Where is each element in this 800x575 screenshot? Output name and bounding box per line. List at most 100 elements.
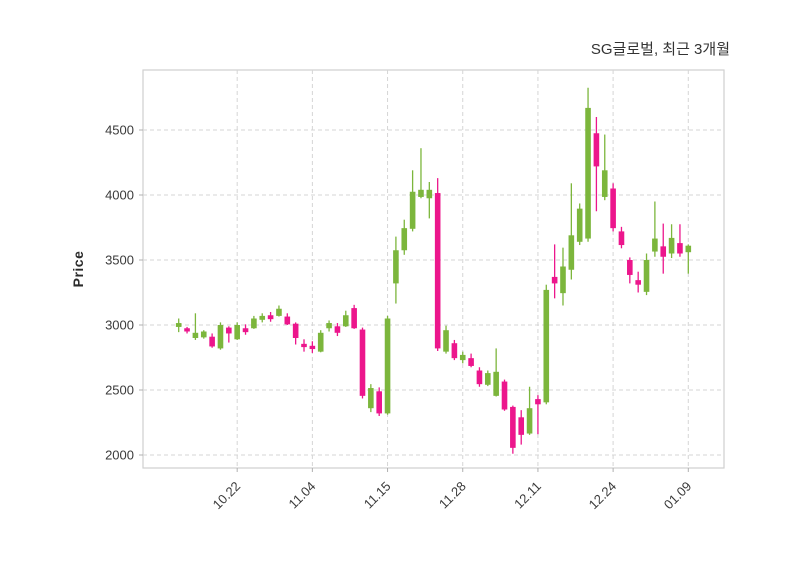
candle-down bbox=[376, 387, 382, 416]
candle-body bbox=[459, 354, 466, 361]
candle-up bbox=[443, 325, 449, 354]
candle-up bbox=[317, 330, 324, 353]
candle-up bbox=[418, 148, 424, 199]
candles bbox=[175, 87, 692, 454]
candle-up bbox=[217, 322, 224, 350]
x-tick-label: 11.28 bbox=[436, 479, 469, 512]
candle-body bbox=[317, 332, 324, 352]
candle-down bbox=[309, 341, 316, 353]
candle-body bbox=[535, 399, 541, 405]
candle-up bbox=[668, 224, 675, 259]
candle-body bbox=[685, 245, 692, 253]
candle-up bbox=[459, 351, 466, 364]
candle-up bbox=[426, 182, 433, 219]
candle-body bbox=[593, 133, 600, 167]
candle-up bbox=[192, 313, 199, 340]
candle-up bbox=[393, 236, 399, 304]
x-tick-label: 01.09 bbox=[661, 479, 695, 513]
candle-up bbox=[368, 384, 374, 413]
candle-up bbox=[576, 203, 583, 246]
candle-body bbox=[217, 325, 224, 349]
candle-down bbox=[434, 178, 441, 351]
candle-down bbox=[551, 244, 558, 299]
candle-down bbox=[451, 339, 458, 361]
x-tick-label: 12.24 bbox=[586, 479, 620, 513]
candle-body bbox=[543, 289, 550, 403]
candle-up bbox=[526, 386, 533, 435]
candle-up bbox=[601, 134, 608, 201]
candle-body bbox=[418, 189, 424, 197]
candle-body bbox=[660, 246, 667, 257]
candle-body bbox=[242, 328, 249, 333]
candle-down bbox=[242, 324, 249, 335]
candle-body bbox=[267, 315, 274, 320]
candle-up bbox=[326, 320, 332, 332]
candle-body bbox=[368, 388, 374, 409]
candle-down bbox=[468, 353, 474, 368]
candle-up bbox=[585, 87, 591, 242]
candle-down bbox=[292, 322, 299, 345]
candle-down bbox=[535, 395, 541, 435]
candle-body bbox=[618, 231, 625, 246]
candle-down bbox=[501, 379, 508, 411]
candle-up bbox=[685, 244, 692, 274]
candle-up bbox=[175, 318, 182, 333]
candle-up bbox=[342, 310, 349, 327]
y-tick-label: 4000 bbox=[105, 188, 134, 203]
candle-down bbox=[476, 367, 483, 387]
y-axis-ticks: 2000 2500 3000 3500 4000 4500 bbox=[105, 123, 143, 463]
y-tick-label: 3000 bbox=[105, 318, 134, 333]
y-tick-label: 2000 bbox=[105, 448, 134, 463]
candle-body bbox=[635, 280, 641, 285]
candle-body bbox=[326, 323, 332, 329]
candle-up bbox=[384, 315, 391, 415]
candle-body bbox=[209, 336, 215, 347]
candle-down bbox=[267, 312, 274, 322]
candle-up bbox=[643, 253, 650, 296]
candle-body bbox=[234, 325, 240, 340]
candle-down bbox=[518, 410, 525, 445]
x-tick-label: 11.15 bbox=[361, 479, 394, 512]
candle-body bbox=[309, 345, 316, 350]
candle-down bbox=[610, 183, 616, 232]
candle-body bbox=[401, 228, 408, 251]
candle-body bbox=[175, 323, 182, 327]
candle-up bbox=[234, 322, 240, 340]
candle-body bbox=[576, 208, 583, 242]
candle-body bbox=[443, 330, 449, 352]
candle-body bbox=[510, 406, 516, 448]
candle-body bbox=[601, 170, 608, 197]
candle-body bbox=[434, 193, 441, 349]
x-tick-label: 10.22 bbox=[210, 479, 244, 513]
candle-up bbox=[560, 247, 566, 306]
candle-down bbox=[359, 327, 366, 399]
candle-body bbox=[610, 188, 616, 229]
candle-body bbox=[585, 107, 591, 239]
candle-body bbox=[376, 391, 382, 414]
candle-down bbox=[284, 313, 291, 325]
x-tick-label: 12.11 bbox=[511, 479, 544, 512]
candle-body bbox=[409, 191, 416, 229]
candle-body bbox=[501, 381, 508, 410]
chart-title: SG글로벌, 최근 3개월 bbox=[590, 41, 730, 58]
candle-body bbox=[192, 332, 199, 338]
candle-up bbox=[401, 219, 408, 255]
candle-body bbox=[643, 260, 650, 292]
x-tick-label: 11.04 bbox=[286, 479, 319, 512]
candle-body bbox=[560, 266, 566, 294]
candle-body bbox=[284, 316, 291, 325]
candle-up bbox=[276, 305, 282, 317]
candle-body bbox=[200, 331, 207, 338]
candle-up bbox=[251, 315, 257, 329]
candle-body bbox=[393, 250, 399, 284]
candle-body bbox=[652, 238, 658, 252]
candle-body bbox=[668, 237, 675, 254]
candle-body bbox=[259, 315, 266, 320]
candle-up bbox=[259, 313, 266, 323]
candle-body bbox=[451, 343, 458, 359]
candle-up bbox=[200, 330, 207, 339]
candle-up bbox=[493, 348, 499, 397]
candle-body bbox=[627, 260, 633, 275]
